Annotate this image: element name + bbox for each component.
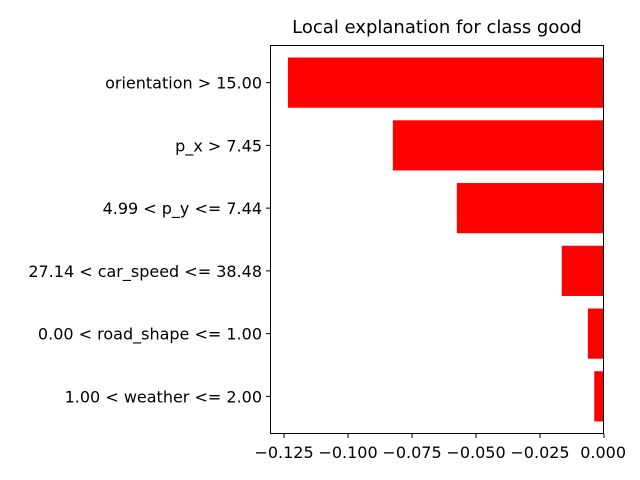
x-tick-label: −0.075 — [382, 443, 441, 462]
y-tick-label: 1.00 < weather <= 2.00 — [65, 387, 262, 406]
bars-group — [287, 57, 604, 422]
y-tick-label: p_x > 7.45 — [175, 136, 262, 156]
bar — [456, 183, 604, 234]
x-tick-label: −0.025 — [510, 443, 569, 462]
y-tick-label: orientation > 15.00 — [105, 74, 262, 93]
bar — [392, 120, 604, 171]
bar — [287, 57, 604, 108]
y-tick-label: 27.14 < car_speed <= 38.48 — [28, 262, 262, 282]
y-ticks: orientation > 15.00 p_x > 7.45 4.99 < p_y … — [28, 74, 270, 406]
chart-title: Local explanation for class good — [292, 17, 582, 38]
axes-frame — [270, 45, 604, 434]
y-tick-label: 4.99 < p_y <= 7.44 — [103, 199, 262, 219]
x-tick-label: 0.000 — [580, 443, 626, 462]
x-tick-label: −0.100 — [318, 443, 377, 462]
bar — [594, 371, 604, 422]
x-ticks: −0.125 −0.100 −0.075 −0.050 −0.025 0.000 — [254, 434, 626, 462]
x-tick-label: −0.050 — [446, 443, 505, 462]
bar — [561, 245, 604, 296]
y-tick-label: 0.00 < road_shape <= 1.00 — [38, 325, 262, 345]
bar — [587, 308, 604, 359]
x-tick-label: −0.125 — [254, 443, 313, 462]
